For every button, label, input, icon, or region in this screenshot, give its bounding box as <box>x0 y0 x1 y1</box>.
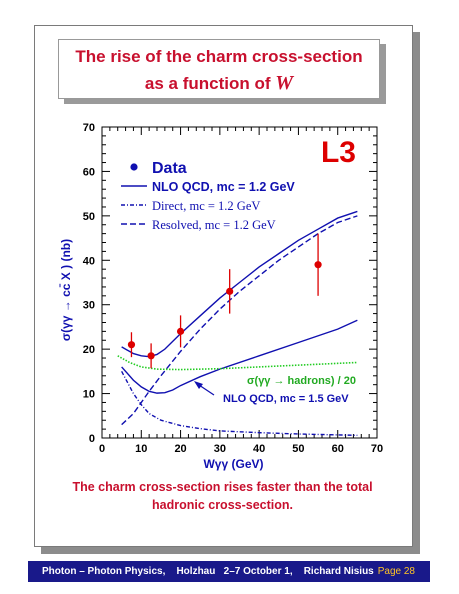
annotation-hadrons: σ(γγ → hadrons) / 20 <box>247 375 356 387</box>
x-tick-label: 20 <box>174 443 186 455</box>
x-tick-label: 0 <box>99 443 105 455</box>
data-point <box>127 341 136 349</box>
legend-marker-data <box>130 163 138 171</box>
x-tick-label: 30 <box>214 443 226 455</box>
footer-page-number: Page 28 <box>377 566 415 577</box>
x-tick-label: 10 <box>135 443 147 455</box>
legend-label-data: Data <box>152 160 187 177</box>
caption-line-2: hadronic cross-section. <box>151 498 293 512</box>
title-line-1: The rise of the charm cross-section <box>75 47 363 66</box>
slide-caption: The charm cross-section rises faster tha… <box>50 478 395 514</box>
x-tick-label: 40 <box>253 443 265 455</box>
annotation-arrow-head <box>194 381 203 389</box>
data-point <box>176 327 185 335</box>
data-point <box>314 261 322 269</box>
title-symbol: W <box>275 72 294 94</box>
y-tick-label: 10 <box>83 389 95 401</box>
series-line-2 <box>121 371 358 437</box>
slide-title: The rise of the charm cross-section as a… <box>58 39 380 99</box>
series-line-5 <box>117 355 358 371</box>
chart-title-l3: L3 <box>321 136 356 169</box>
x-tick-label: 70 <box>371 443 383 455</box>
data-point <box>226 287 234 295</box>
y-tick-label: 40 <box>83 255 95 267</box>
legend-label-2: Direct, mc = 1.2 GeV <box>152 199 260 213</box>
y-tick-label: 70 <box>83 122 95 134</box>
caption-line-1: The charm cross-section rises faster tha… <box>72 480 373 494</box>
title-line-2-text: as a function of <box>144 74 276 93</box>
legend-label-3: Resolved, mc = 1.2 GeV <box>152 218 276 232</box>
footer-text: Photon – Photon Physics, Holzhau 2–7 Oct… <box>42 566 374 577</box>
y-tick-label: 30 <box>83 300 95 312</box>
plot-area-frame <box>101 126 378 439</box>
y-tick-label: 0 <box>89 433 95 445</box>
y-tick-label: 50 <box>83 211 95 223</box>
legend-label-1: NLO QCD, mc = 1.2 GeV <box>152 180 295 194</box>
title-line-2: as a function of W <box>59 70 379 97</box>
footer-bar: Photon – Photon Physics, Holzhau 2–7 Oct… <box>28 561 430 582</box>
slide-frame <box>34 25 413 547</box>
annotation-nlo-15: NLO QCD, mc = 1.5 GeV <box>223 393 349 405</box>
series-line-4 <box>121 319 358 394</box>
data-point <box>147 352 155 360</box>
x-tick-label: 60 <box>332 443 344 455</box>
y-axis-label: σ(γγ → cc̄ X ) (nb) <box>59 239 73 341</box>
y-tick-label: 20 <box>83 344 95 356</box>
series-line-1 <box>121 210 358 358</box>
x-axis-label: Wγγ (GeV) <box>203 457 263 471</box>
y-tick-label: 60 <box>83 166 95 178</box>
x-tick-label: 50 <box>292 443 304 455</box>
